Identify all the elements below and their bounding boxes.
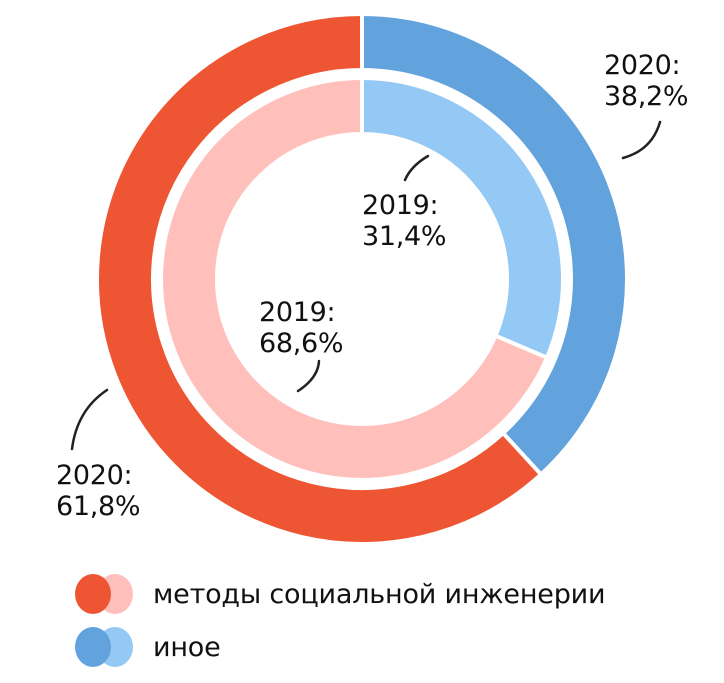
legend-swatch-icon: [75, 574, 135, 614]
leader-line-inner-social: [296, 359, 321, 393]
legend-label: иное: [153, 631, 221, 663]
leader-line-inner-other: [403, 154, 430, 182]
legend-label: методы социальной инженерии: [153, 578, 606, 610]
label-year: 2020:: [56, 460, 133, 491]
label-value: 61,8%: [56, 491, 141, 522]
donut-segment-2019-social-engineering: [159, 75, 550, 482]
label-value: 68,6%: [259, 328, 344, 359]
label-value: 38,2%: [604, 81, 689, 112]
label-2019-other: 2019: 31,4%: [362, 190, 447, 252]
label-year: 2020:: [604, 50, 681, 81]
label-year: 2019:: [259, 297, 336, 328]
legend-item-social-engineering: методы социальной инженерии: [75, 574, 606, 614]
label-2019-social: 2019: 68,6%: [259, 297, 344, 359]
label-value: 31,4%: [362, 221, 447, 252]
label-2020-other: 2020: 38,2%: [604, 50, 689, 112]
leader-line-outer-other: [621, 120, 662, 160]
legend-item-other: иное: [75, 627, 221, 667]
leader-line-outer-social: [70, 388, 109, 451]
legend-swatch-icon: [75, 627, 135, 667]
label-2020-social: 2020: 61,8%: [56, 460, 141, 522]
donut-segment-2019-other: [360, 75, 565, 361]
label-year: 2019:: [362, 190, 439, 221]
donut-segment-2020-other: [360, 11, 629, 478]
donut-segment-2020-social-engineering: [95, 11, 544, 546]
